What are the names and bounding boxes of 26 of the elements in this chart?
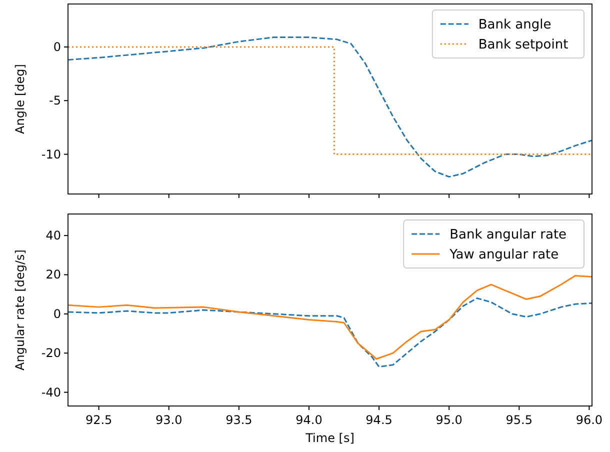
line-series xyxy=(68,36,592,178)
y-tick-label: 40 xyxy=(46,228,61,243)
line-series xyxy=(68,297,592,368)
x-tick-label: 93.5 xyxy=(226,413,252,427)
legend-label: Bank setpoint xyxy=(478,38,568,52)
y-tick-label: -10 xyxy=(41,147,61,162)
y-tick-label: 0 xyxy=(53,40,61,54)
legend-label: Bank angle xyxy=(478,18,552,32)
line-series xyxy=(68,274,592,360)
legend-label: Yaw angular rate xyxy=(448,248,559,262)
x-tick-label: 94.5 xyxy=(366,413,392,427)
y-tick-label: 0 xyxy=(53,306,61,321)
y-tick-label: -40 xyxy=(41,385,61,400)
y-axis-title: Angular rate [deg/s] xyxy=(13,250,27,370)
x-tick-label: 95.5 xyxy=(506,413,533,427)
y-tick-label: -5 xyxy=(49,94,61,108)
x-axis-title: Time [s] xyxy=(304,431,354,445)
x-tick-label: 94.0 xyxy=(296,413,322,427)
y-axis-title: Angle [deg] xyxy=(13,64,27,134)
x-tick-label: 96.0 xyxy=(576,413,603,427)
y-tick-label: 20 xyxy=(46,268,61,282)
x-tick-label: 93.0 xyxy=(156,413,182,427)
x-tick-label: 95.0 xyxy=(436,413,462,427)
legend-label: Bank angular rate xyxy=(450,228,567,242)
x-tick-label: 92.5 xyxy=(85,413,112,427)
y-tick-label: -20 xyxy=(41,346,61,360)
